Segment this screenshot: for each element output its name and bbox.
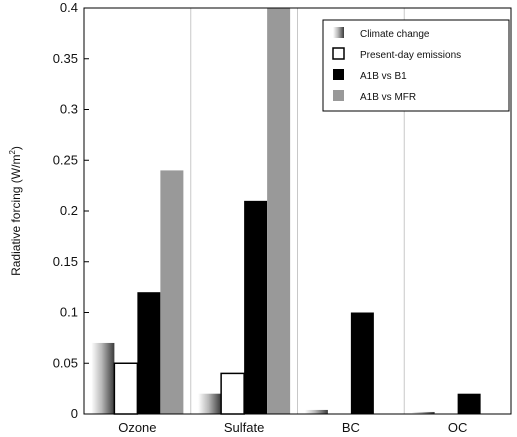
bar	[91, 342, 115, 414]
legend-box	[322, 19, 510, 112]
bar	[267, 8, 291, 414]
bar	[113, 362, 139, 415]
bar	[457, 393, 481, 414]
y-tick-label: 0.15	[53, 254, 78, 269]
x-axis-categories: Ozone Sulfate BC OC	[118, 420, 467, 435]
y-tick-label: 0.4	[60, 0, 78, 15]
legend-swatch	[333, 90, 344, 101]
y-tick-label: 0.05	[53, 355, 78, 370]
y-tick-label: 0.2	[60, 203, 78, 218]
bar	[304, 409, 328, 414]
bar	[220, 372, 245, 415]
bar	[198, 393, 222, 414]
bar	[411, 411, 435, 414]
legend-label: A1B vs MFR	[360, 92, 416, 103]
y-axis-ticks: 0 0.05 0.1 0.15 0.2 0.25 0.3 0.35 0.4	[53, 0, 89, 421]
bar	[244, 200, 268, 414]
y-axis-label-superscript: 2	[8, 150, 17, 155]
category-label: Sulfate	[224, 420, 264, 435]
legend-swatch	[332, 47, 345, 60]
y-axis-label: Radiative forcing (W/m2)	[8, 146, 23, 276]
legend: Climate change Present-day emissions A1B v…	[322, 19, 510, 112]
legend-label: A1B vs B1	[360, 71, 407, 82]
y-tick-label: 0.1	[60, 305, 78, 320]
legend-label: Present-day emissions	[360, 50, 461, 61]
bars	[91, 8, 481, 415]
y-tick-label: 0	[71, 406, 78, 421]
bar	[137, 292, 161, 414]
category-label: BC	[342, 420, 360, 435]
legend-label: Climate change	[360, 29, 430, 40]
legend-swatch	[333, 69, 344, 80]
y-tick-label: 0.3	[60, 102, 78, 117]
legend-swatch	[333, 27, 344, 38]
y-axis-label-close: )	[9, 146, 23, 150]
y-tick-label: 0.25	[53, 152, 78, 167]
category-label: OC	[448, 420, 468, 435]
y-axis-label-main: Radiative forcing (W/m	[9, 155, 23, 276]
y-tick-label: 0.35	[53, 51, 78, 66]
bar	[160, 170, 184, 414]
bar	[350, 312, 374, 414]
category-label: Ozone	[118, 420, 156, 435]
